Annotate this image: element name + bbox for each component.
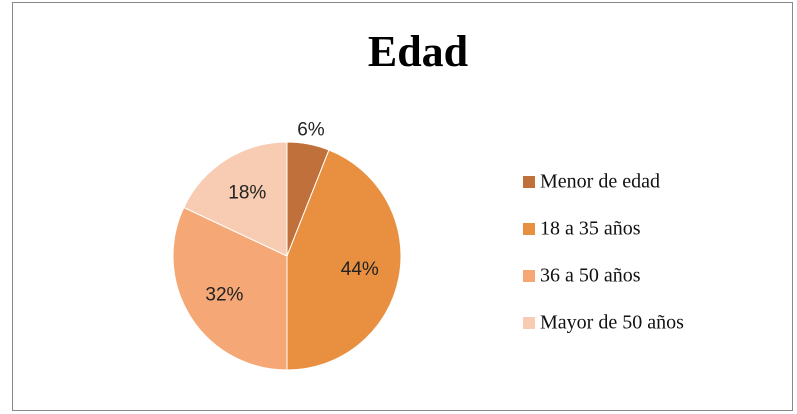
- data-label: 6%: [297, 120, 325, 141]
- legend-label: Menor de edad: [540, 171, 660, 193]
- legend-label: 18 a 35 años: [540, 218, 641, 240]
- pie-slice: [286, 149, 402, 371]
- chart-title: Edad: [368, 27, 468, 76]
- legend-swatch: [523, 317, 535, 329]
- chart-frame: [12, 2, 793, 411]
- pie-slice: [172, 206, 288, 371]
- data-label: 44%: [341, 259, 379, 280]
- legend-swatch: [523, 223, 535, 235]
- legend-label: 36 a 50 años: [540, 265, 641, 287]
- legend-swatch: [523, 270, 535, 282]
- legend-swatch: [523, 176, 535, 188]
- data-label: 18%: [228, 182, 266, 203]
- legend-label: Mayor de 50 años: [540, 312, 684, 334]
- data-label: 32%: [205, 285, 243, 306]
- pie-slice: [183, 141, 288, 257]
